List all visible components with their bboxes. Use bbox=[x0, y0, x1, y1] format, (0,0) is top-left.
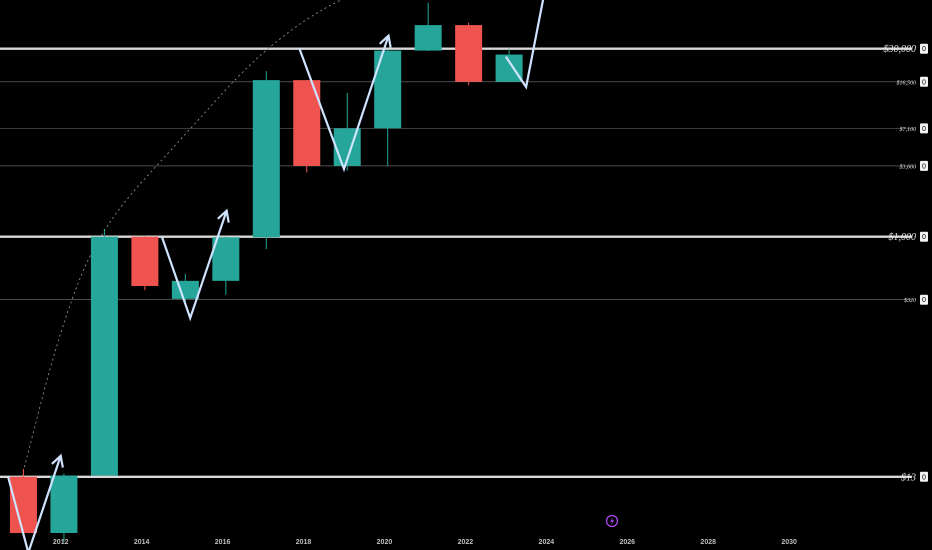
candle-body bbox=[212, 237, 240, 281]
candle-body bbox=[252, 80, 280, 238]
zigzag-arrow bbox=[160, 210, 228, 322]
zigzag-arrow bbox=[7, 455, 62, 550]
x-tick-label: 2024 bbox=[539, 539, 555, 546]
price-tag-value: 0 bbox=[922, 126, 926, 133]
price-tag bbox=[920, 43, 928, 54]
price-tag-value: 0 bbox=[922, 46, 926, 53]
price-tag-value: 0 bbox=[922, 163, 926, 170]
x-tick-label: 2016 bbox=[215, 539, 231, 546]
arrowhead bbox=[378, 33, 392, 48]
trend-curve-path bbox=[17, 0, 342, 492]
price-level-label: $320 bbox=[904, 297, 916, 304]
price-tag bbox=[920, 160, 928, 171]
candle-body bbox=[131, 236, 159, 287]
candle-body bbox=[374, 50, 402, 129]
x-tick-label: 2026 bbox=[619, 539, 635, 546]
lightning-icon[interactable] bbox=[605, 514, 619, 528]
x-tick-label: 2028 bbox=[700, 539, 716, 546]
price-tag bbox=[920, 76, 928, 87]
candle-body bbox=[50, 475, 78, 534]
candle-body bbox=[495, 54, 523, 82]
candle-body bbox=[9, 476, 37, 534]
candle-body bbox=[414, 25, 442, 51]
price-tag-value: 0 bbox=[922, 234, 926, 241]
x-tick-label: 2014 bbox=[134, 539, 150, 546]
price-tag bbox=[920, 231, 928, 242]
arrowhead bbox=[217, 208, 230, 223]
price-tag-value: 0 bbox=[922, 79, 926, 86]
arrowhead bbox=[51, 453, 64, 468]
candle-body bbox=[90, 236, 118, 476]
x-axis: 2012 2014 2016 2018 2020 2022 2024 2026 2028 2030 bbox=[53, 539, 797, 546]
price-level-label: $7,100 bbox=[900, 126, 917, 133]
candle-body bbox=[171, 280, 199, 299]
x-tick-label: 2030 bbox=[781, 539, 797, 546]
price-tag bbox=[920, 294, 928, 305]
price-tag-value: 0 bbox=[922, 297, 926, 304]
price-level-label: $3,600 bbox=[900, 163, 917, 170]
price-level-label: $13 bbox=[901, 472, 916, 483]
x-tick-label: 2012 bbox=[53, 539, 69, 546]
price-level-label: $1,000 bbox=[889, 232, 917, 243]
price-level-label: $30,000 bbox=[884, 44, 917, 55]
price-tag bbox=[920, 123, 928, 134]
x-tick-label: 2022 bbox=[458, 539, 474, 546]
price-level-label: $16,500 bbox=[897, 79, 917, 86]
price-tag-value: 0 bbox=[922, 474, 926, 481]
x-tick-label: 2018 bbox=[296, 539, 312, 546]
x-tick-label: 2020 bbox=[377, 539, 393, 546]
zigzag-arrow bbox=[504, 0, 545, 90]
candle-body bbox=[455, 25, 483, 82]
zigzag-arrow bbox=[298, 35, 390, 173]
trend-curve bbox=[17, 0, 342, 492]
price-tag bbox=[920, 471, 928, 482]
arrows bbox=[7, 0, 545, 550]
